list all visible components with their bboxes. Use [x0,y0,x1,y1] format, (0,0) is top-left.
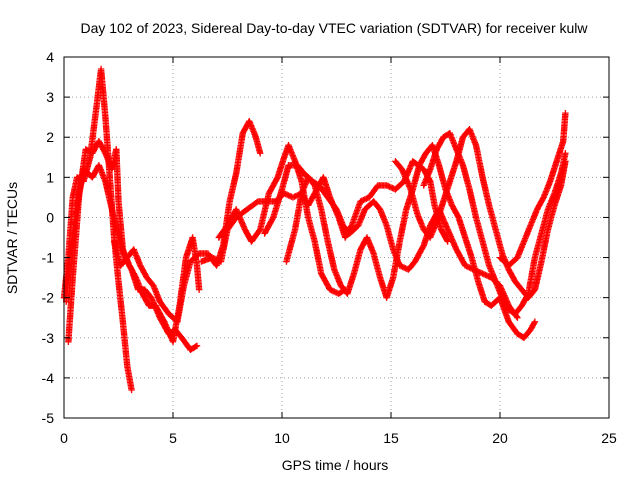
series-pass-k [496,109,569,269]
series-pass-j-markers [420,130,569,317]
y-tick-label: -4 [42,370,55,386]
series-pass-b [63,162,201,353]
x-axis: 0 5 10 15 20 25 [60,57,617,446]
y-tick-label: 2 [46,129,54,145]
y-tick-label: -3 [42,330,55,346]
y-tick-label: 3 [46,89,54,105]
y-tick-label: 4 [46,49,54,65]
x-tick-label: 10 [274,430,290,446]
x-tick-label: 5 [169,430,177,446]
series-pass-i-markers [392,126,569,301]
y-tick-label: -5 [42,410,55,426]
series-pass-f-markers [215,142,349,297]
series-pass-k-markers [496,109,569,269]
y-axis-title: SDTVAR / TECUs [4,182,20,294]
y-axis: 4 3 2 1 0 -1 -2 -3 -4 -5 [42,49,609,426]
data-points [60,65,569,394]
x-tick-label: 15 [383,430,399,446]
y-tick-label: 1 [46,169,54,185]
x-tick-label: 0 [60,430,68,446]
series-pass-f [215,142,349,297]
chart-title: Day 102 of 2023, Sidereal Day-to-day VTE… [80,20,588,36]
x-axis-title: GPS time / hours [282,457,389,473]
series-pass-j [420,130,569,317]
x-tick-label: 25 [601,430,617,446]
plot-frame [63,56,610,419]
y-tick-label: 0 [46,209,54,225]
y-tick-label: -1 [42,250,55,266]
y-tick-label: -2 [42,290,55,306]
series-pass-b-markers [63,162,201,353]
series-pass-i [392,126,569,301]
x-tick-label: 20 [492,430,508,446]
